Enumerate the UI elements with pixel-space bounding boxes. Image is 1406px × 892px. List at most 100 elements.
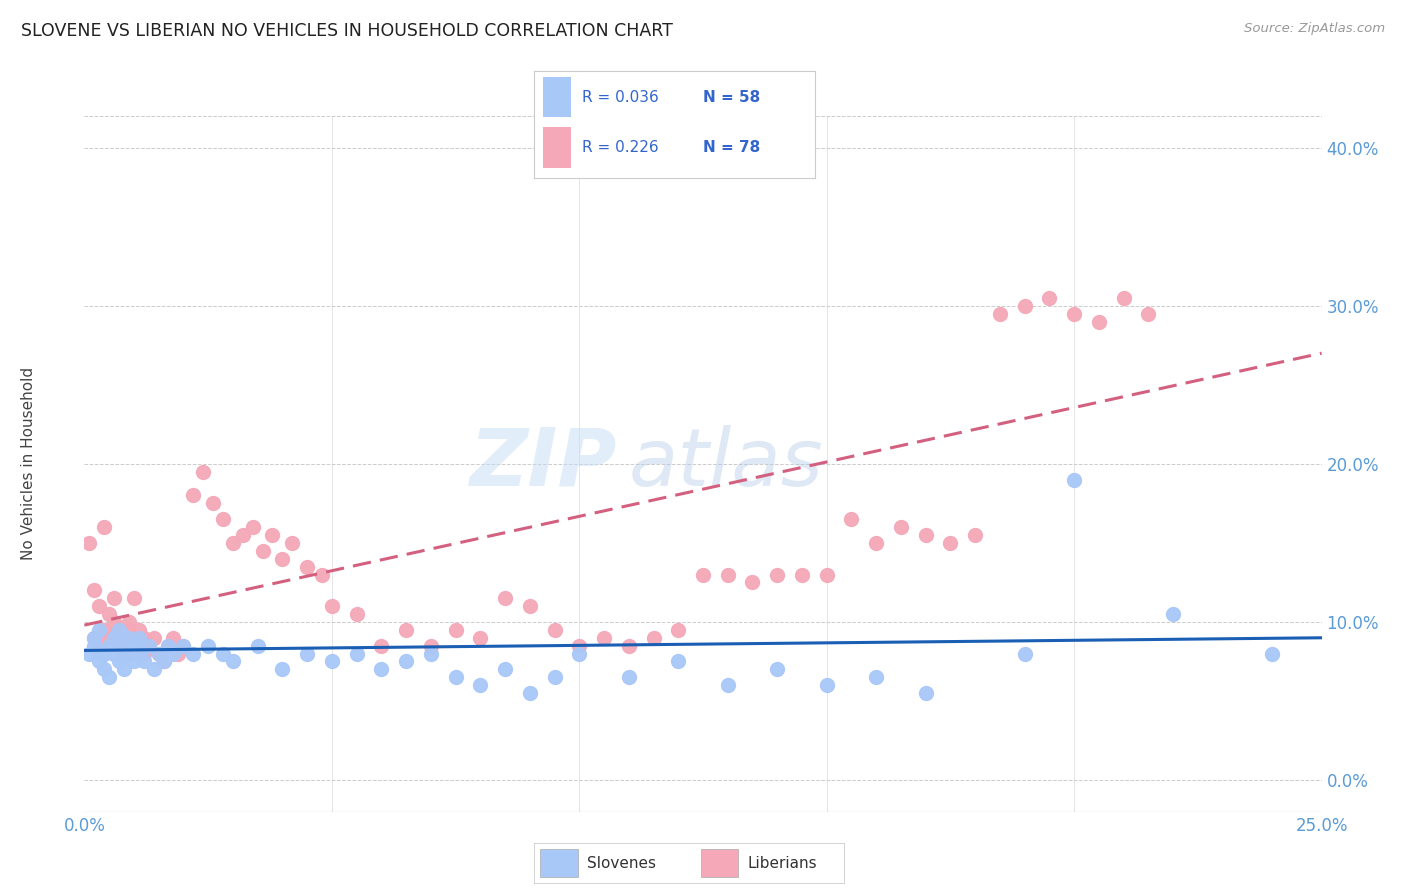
Point: [132, 655, 155, 669]
Point: [395, 655, 418, 669]
Point: [93, 647, 115, 661]
Point: [152, 655, 174, 669]
Point: [128, 631, 150, 645]
Point: [167, 647, 190, 661]
Point: [494, 662, 516, 676]
Point: [89, 623, 111, 637]
Point: [79, 647, 101, 661]
Point: [112, 647, 135, 661]
Point: [865, 536, 887, 550]
Point: [1063, 473, 1085, 487]
Point: [246, 639, 269, 653]
Point: [83, 631, 105, 645]
Point: [142, 662, 165, 676]
Bar: [702, 849, 738, 877]
Point: [122, 639, 145, 653]
Point: [128, 623, 150, 637]
Point: [212, 647, 235, 661]
Point: [108, 623, 131, 637]
Point: [271, 551, 294, 566]
Point: [444, 623, 467, 637]
Point: [1161, 607, 1184, 621]
Text: SLOVENE VS LIBERIAN NO VEHICLES IN HOUSEHOLD CORRELATION CHART: SLOVENE VS LIBERIAN NO VEHICLES IN HOUSE…: [21, 22, 673, 40]
Point: [666, 623, 689, 637]
Point: [1112, 291, 1135, 305]
Text: Source: ZipAtlas.com: Source: ZipAtlas.com: [1244, 22, 1385, 36]
Point: [568, 639, 591, 653]
Point: [132, 647, 155, 661]
Text: N = 58: N = 58: [703, 89, 761, 104]
Point: [519, 599, 541, 614]
Text: N = 78: N = 78: [703, 140, 761, 155]
Point: [172, 639, 194, 653]
Point: [162, 647, 184, 661]
Point: [98, 607, 121, 621]
Point: [108, 639, 131, 653]
Point: [118, 623, 141, 637]
Point: [93, 520, 115, 534]
Point: [419, 639, 441, 653]
Text: Slovenes: Slovenes: [586, 855, 655, 871]
Point: [1038, 291, 1060, 305]
Point: [232, 528, 254, 542]
Point: [138, 639, 160, 653]
Point: [593, 631, 616, 645]
Point: [419, 647, 441, 661]
Point: [118, 647, 141, 661]
Point: [181, 488, 204, 502]
Point: [717, 678, 740, 692]
Point: [988, 307, 1011, 321]
Point: [717, 567, 740, 582]
Point: [93, 662, 115, 676]
Point: [148, 647, 170, 661]
Point: [295, 559, 318, 574]
Point: [281, 536, 304, 550]
Point: [112, 662, 135, 676]
Point: [1137, 307, 1160, 321]
Text: atlas: atlas: [628, 425, 824, 503]
Text: R = 0.036: R = 0.036: [582, 89, 659, 104]
Point: [543, 670, 565, 684]
Point: [112, 631, 135, 645]
Point: [108, 655, 131, 669]
Point: [321, 655, 343, 669]
Point: [142, 631, 165, 645]
Point: [295, 647, 318, 661]
Point: [1088, 314, 1111, 328]
Point: [83, 639, 105, 653]
Point: [1014, 647, 1036, 661]
Point: [157, 639, 180, 653]
Point: [865, 670, 887, 684]
Point: [568, 647, 591, 661]
Point: [914, 528, 936, 542]
Point: [122, 655, 145, 669]
Point: [152, 655, 174, 669]
Point: [89, 655, 111, 669]
Point: [271, 662, 294, 676]
Point: [741, 575, 763, 590]
Point: [543, 623, 565, 637]
Point: [103, 591, 125, 606]
Point: [370, 662, 392, 676]
Point: [191, 465, 214, 479]
Text: Liberians: Liberians: [748, 855, 817, 871]
Point: [617, 670, 640, 684]
Point: [98, 639, 121, 653]
Point: [311, 567, 333, 582]
Point: [148, 647, 170, 661]
Bar: [543, 77, 571, 118]
Point: [83, 631, 105, 645]
Point: [370, 639, 392, 653]
Point: [181, 647, 204, 661]
Text: No Vehicles in Household: No Vehicles in Household: [21, 368, 37, 560]
Point: [202, 496, 225, 510]
Point: [617, 639, 640, 653]
Point: [470, 678, 492, 692]
Bar: [543, 127, 571, 168]
Point: [666, 655, 689, 669]
Point: [122, 591, 145, 606]
Point: [93, 623, 115, 637]
Point: [128, 647, 150, 661]
Point: [1063, 307, 1085, 321]
Point: [157, 639, 180, 653]
